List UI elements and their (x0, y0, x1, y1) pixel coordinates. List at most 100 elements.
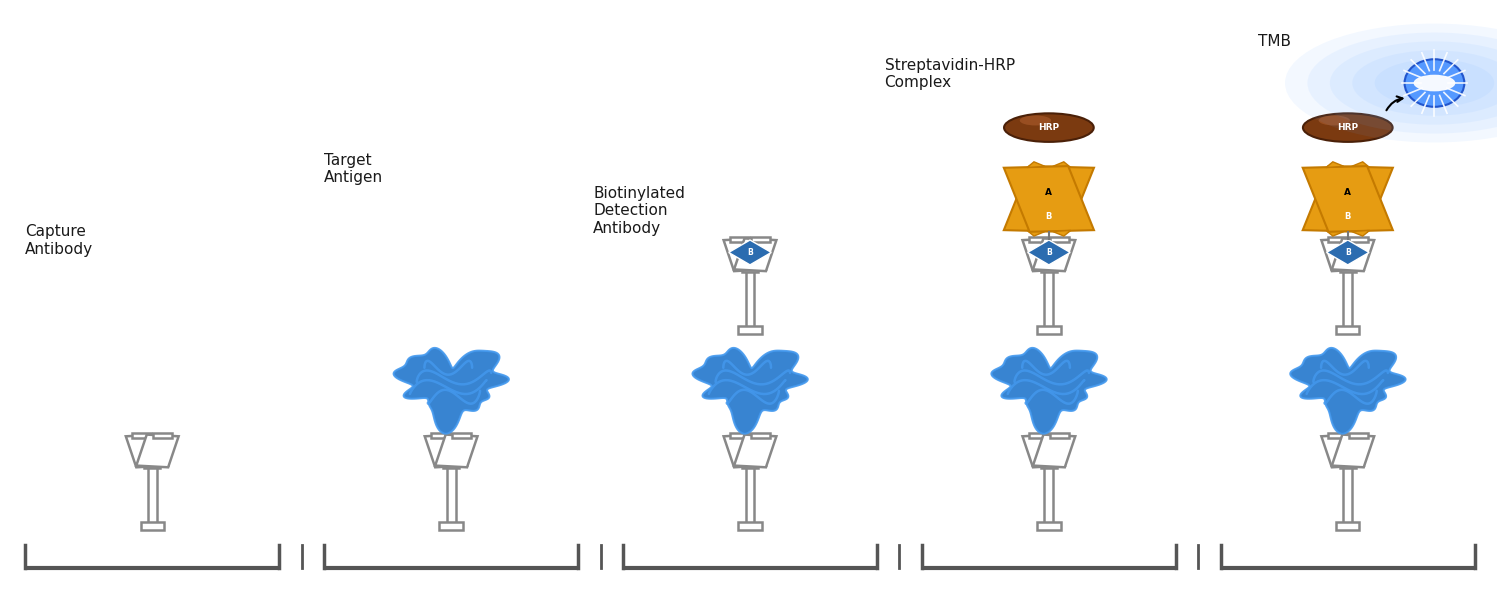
Polygon shape (1034, 434, 1076, 467)
Polygon shape (723, 434, 766, 467)
Bar (1344, 466, 1353, 526)
Polygon shape (1352, 162, 1370, 167)
Text: B: B (1046, 212, 1052, 221)
Polygon shape (435, 434, 477, 467)
Bar (1340, 268, 1356, 272)
Polygon shape (126, 434, 168, 467)
Text: Streptavidin-HRP
Complex: Streptavidin-HRP Complex (885, 58, 1014, 91)
Bar (1336, 522, 1359, 530)
Polygon shape (1302, 166, 1394, 232)
Polygon shape (1326, 230, 1344, 236)
Bar (1041, 268, 1056, 272)
Polygon shape (729, 240, 771, 265)
Bar (452, 433, 471, 438)
Bar (1344, 270, 1353, 330)
Bar (742, 464, 758, 469)
Text: Biotinylated
Detection
Antibody: Biotinylated Detection Antibody (592, 186, 686, 236)
Bar (1044, 270, 1053, 330)
Bar (1348, 237, 1368, 242)
Circle shape (1374, 59, 1494, 107)
Polygon shape (1332, 434, 1374, 467)
Bar (730, 237, 750, 242)
Ellipse shape (1304, 113, 1392, 142)
Bar (1029, 237, 1048, 242)
Bar (147, 466, 156, 526)
Circle shape (1330, 41, 1500, 125)
Text: Target
Antigen: Target Antigen (324, 153, 382, 185)
Text: A: A (1046, 188, 1053, 197)
Text: B: B (1346, 248, 1350, 257)
Bar (447, 466, 456, 526)
Polygon shape (1326, 240, 1370, 265)
Bar (738, 522, 762, 530)
Polygon shape (136, 434, 178, 467)
Bar (1336, 326, 1359, 334)
Polygon shape (693, 348, 807, 434)
Bar (1036, 326, 1060, 334)
Bar (746, 270, 754, 330)
Circle shape (1286, 23, 1500, 142)
Text: HRP: HRP (1336, 123, 1359, 132)
Polygon shape (1322, 238, 1364, 271)
Circle shape (1413, 75, 1455, 91)
Ellipse shape (1004, 113, 1094, 142)
Polygon shape (1322, 434, 1364, 467)
Bar (1340, 464, 1356, 469)
Text: B: B (1046, 248, 1052, 257)
Polygon shape (734, 238, 777, 271)
Text: B: B (1344, 212, 1352, 221)
Polygon shape (1023, 434, 1065, 467)
Bar (1041, 464, 1056, 469)
Circle shape (1308, 32, 1500, 134)
Bar (1328, 237, 1347, 242)
Polygon shape (1028, 230, 1045, 236)
Bar (750, 237, 770, 242)
Polygon shape (1004, 166, 1094, 232)
Polygon shape (1290, 348, 1406, 434)
Polygon shape (992, 348, 1107, 434)
Bar (750, 433, 770, 438)
Polygon shape (1053, 230, 1071, 236)
Polygon shape (1332, 238, 1374, 271)
Polygon shape (1352, 230, 1370, 236)
Ellipse shape (1318, 115, 1350, 125)
Bar (742, 268, 758, 272)
Ellipse shape (1404, 59, 1464, 107)
Bar (1050, 237, 1070, 242)
Circle shape (1353, 50, 1500, 116)
Bar (144, 464, 160, 469)
Polygon shape (1053, 162, 1071, 167)
Text: HRP: HRP (1038, 123, 1059, 132)
Bar (1036, 522, 1060, 530)
Bar (440, 522, 464, 530)
Polygon shape (1028, 162, 1045, 167)
Text: Capture
Antibody: Capture Antibody (26, 224, 93, 257)
Bar (141, 522, 164, 530)
Bar (132, 433, 152, 438)
Polygon shape (1326, 162, 1344, 167)
Bar (1050, 433, 1070, 438)
Bar (746, 466, 754, 526)
Ellipse shape (1020, 115, 1052, 125)
Bar (444, 464, 459, 469)
Text: A: A (1344, 188, 1352, 197)
Bar (730, 433, 750, 438)
Polygon shape (424, 434, 466, 467)
Polygon shape (1034, 238, 1076, 271)
Bar (1348, 433, 1368, 438)
Polygon shape (1302, 166, 1394, 232)
Text: B: B (747, 248, 753, 257)
Polygon shape (393, 348, 508, 434)
Polygon shape (1028, 240, 1069, 265)
Bar (738, 326, 762, 334)
Polygon shape (734, 434, 777, 467)
Polygon shape (1004, 166, 1094, 232)
Bar (1328, 433, 1347, 438)
Text: TMB: TMB (1258, 34, 1292, 49)
Bar (153, 433, 173, 438)
Bar (1044, 466, 1053, 526)
Polygon shape (1023, 238, 1065, 271)
Bar (1029, 433, 1048, 438)
Polygon shape (723, 238, 766, 271)
Bar (430, 433, 450, 438)
